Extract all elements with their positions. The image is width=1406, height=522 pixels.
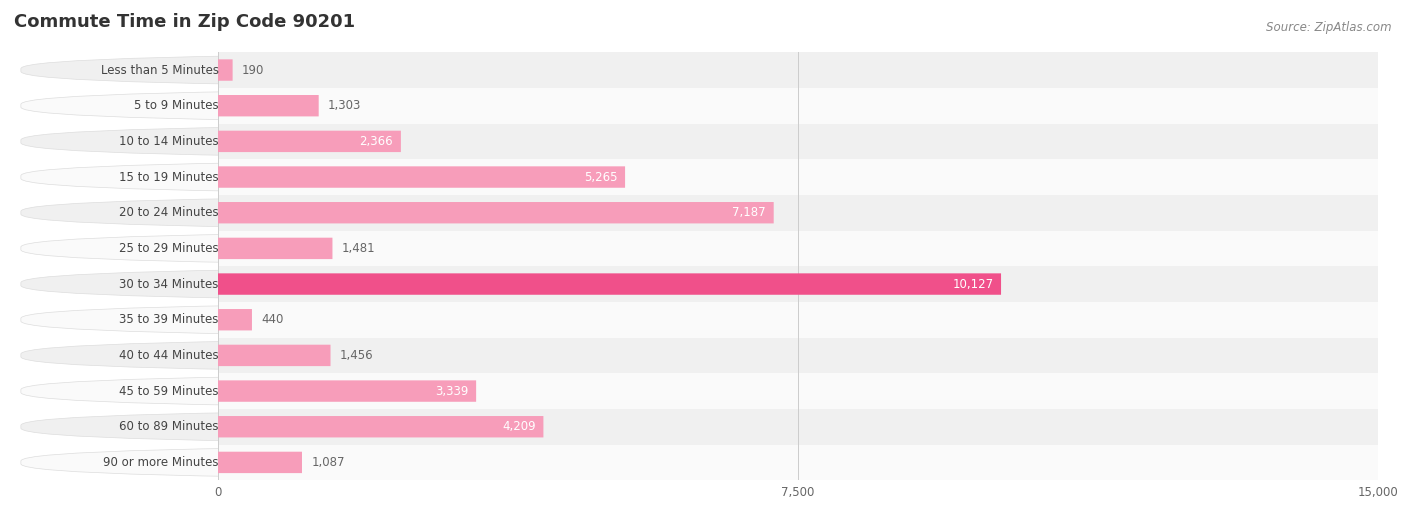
Bar	[218, 445, 1378, 480]
Text: 30 to 34 Minutes: 30 to 34 Minutes	[120, 278, 219, 291]
FancyBboxPatch shape	[218, 381, 477, 402]
FancyBboxPatch shape	[21, 303, 1368, 336]
Text: 5 to 9 Minutes: 5 to 9 Minutes	[134, 99, 219, 112]
Text: 90 or more Minutes: 90 or more Minutes	[103, 456, 219, 469]
Bar	[218, 231, 1378, 266]
FancyBboxPatch shape	[218, 416, 543, 437]
FancyBboxPatch shape	[21, 268, 1368, 301]
FancyBboxPatch shape	[218, 202, 773, 223]
Bar	[218, 195, 1378, 231]
FancyBboxPatch shape	[21, 125, 1368, 158]
FancyBboxPatch shape	[218, 167, 626, 188]
Bar	[218, 266, 1378, 302]
Text: 25 to 29 Minutes: 25 to 29 Minutes	[120, 242, 219, 255]
Text: 20 to 24 Minutes: 20 to 24 Minutes	[120, 206, 219, 219]
Text: 1,456: 1,456	[340, 349, 374, 362]
Text: Source: ZipAtlas.com: Source: ZipAtlas.com	[1267, 21, 1392, 34]
Text: 190: 190	[242, 64, 264, 77]
Text: 4,209: 4,209	[502, 420, 536, 433]
Text: 1,303: 1,303	[328, 99, 361, 112]
FancyBboxPatch shape	[21, 446, 1368, 479]
FancyBboxPatch shape	[21, 196, 1368, 229]
Text: Less than 5 Minutes: Less than 5 Minutes	[101, 64, 219, 77]
Bar	[218, 124, 1378, 159]
Bar	[218, 52, 1378, 88]
Bar	[218, 373, 1378, 409]
FancyBboxPatch shape	[218, 130, 401, 152]
Bar	[218, 338, 1378, 373]
FancyBboxPatch shape	[218, 95, 319, 116]
Text: 3,339: 3,339	[434, 385, 468, 398]
FancyBboxPatch shape	[218, 452, 302, 473]
FancyBboxPatch shape	[21, 410, 1368, 443]
Bar	[218, 159, 1378, 195]
Text: 15 to 19 Minutes: 15 to 19 Minutes	[120, 171, 219, 184]
Text: 40 to 44 Minutes: 40 to 44 Minutes	[120, 349, 219, 362]
Bar	[218, 409, 1378, 445]
Text: 10,127: 10,127	[952, 278, 993, 291]
FancyBboxPatch shape	[218, 345, 330, 366]
FancyBboxPatch shape	[21, 375, 1368, 408]
Bar	[218, 302, 1378, 338]
Text: 1,481: 1,481	[342, 242, 375, 255]
Text: 440: 440	[262, 313, 284, 326]
Text: 45 to 59 Minutes: 45 to 59 Minutes	[120, 385, 219, 398]
Text: 1,087: 1,087	[311, 456, 344, 469]
FancyBboxPatch shape	[21, 161, 1368, 194]
Text: Commute Time in Zip Code 90201: Commute Time in Zip Code 90201	[14, 14, 356, 31]
Text: 60 to 89 Minutes: 60 to 89 Minutes	[120, 420, 219, 433]
Text: 5,265: 5,265	[583, 171, 617, 184]
Bar	[218, 88, 1378, 124]
FancyBboxPatch shape	[21, 339, 1368, 372]
FancyBboxPatch shape	[218, 309, 252, 330]
FancyBboxPatch shape	[218, 238, 332, 259]
FancyBboxPatch shape	[218, 60, 232, 81]
Text: 2,366: 2,366	[360, 135, 394, 148]
Text: 10 to 14 Minutes: 10 to 14 Minutes	[120, 135, 219, 148]
FancyBboxPatch shape	[218, 274, 1001, 295]
FancyBboxPatch shape	[21, 232, 1368, 265]
FancyBboxPatch shape	[21, 54, 1368, 87]
Text: 35 to 39 Minutes: 35 to 39 Minutes	[120, 313, 219, 326]
Text: 7,187: 7,187	[733, 206, 766, 219]
FancyBboxPatch shape	[21, 89, 1368, 122]
